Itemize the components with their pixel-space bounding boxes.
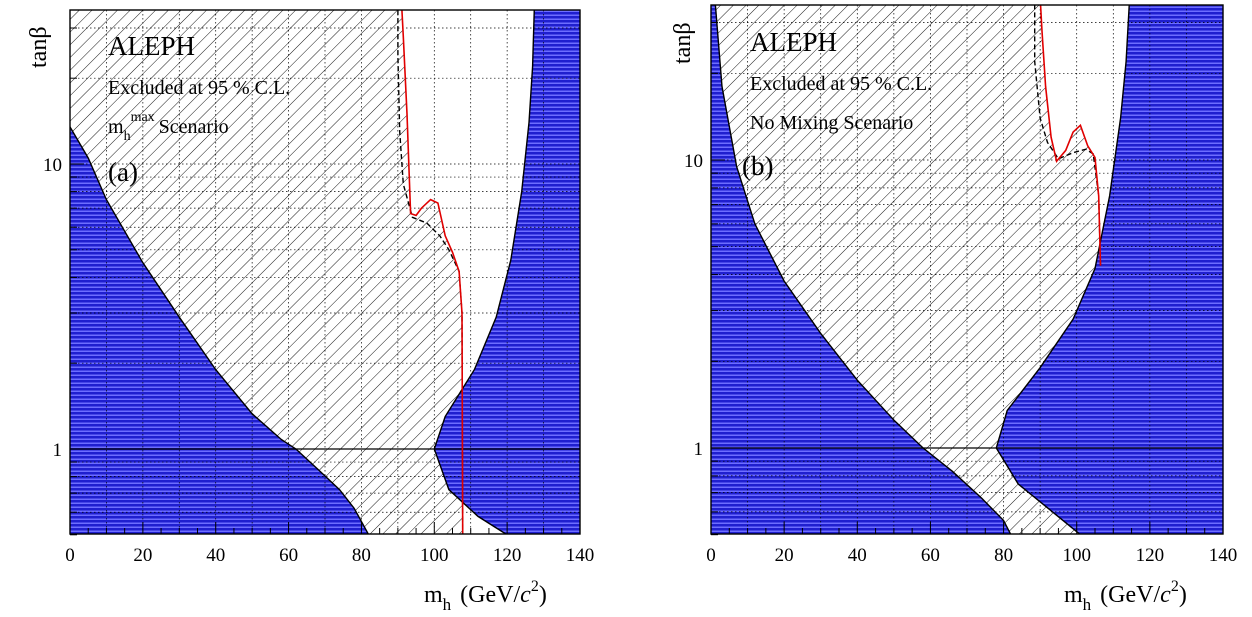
y-axis-title: tanβ — [26, 26, 52, 68]
x-tick-label: 0 — [65, 545, 75, 566]
panel-tag: (a) — [108, 157, 138, 187]
x-tick-labels: 0 20 40 60 80 100 120 140 — [65, 545, 594, 566]
axis-ticks — [69, 27, 581, 536]
panel-b: 0 20 40 60 80 100 120 140 1 10 ALEPH Excluded at… — [670, 4, 1237, 614]
y-tick-label: 10 — [684, 151, 703, 172]
y-tick-labels: 1 10 — [43, 155, 62, 461]
scenario-label: No Mixing Scenario — [750, 112, 913, 134]
x-tick-label: 20 — [133, 545, 152, 566]
theoretically-excluded-left-region — [711, 5, 1011, 534]
panel-tag: (b) — [742, 151, 773, 181]
exclusion-note: Excluded at 95 % C.L. — [108, 77, 290, 99]
panel-a: 0 20 40 60 80 100 120 140 1 10 ALEPH Excluded at… — [26, 9, 594, 614]
allowed-region — [401, 10, 535, 534]
observed-limit-line — [401, 10, 464, 534]
axis-ticks — [710, 22, 1224, 536]
x-tick-label: 140 — [1209, 545, 1238, 566]
x-tick-label: 100 — [1062, 545, 1091, 566]
exclusion-note: Excluded at 95 % C.L. — [750, 73, 932, 95]
theory-right-boundary — [995, 5, 1130, 534]
theory-right-boundary — [433, 10, 535, 534]
experiment-label: ALEPH — [750, 27, 837, 57]
x-tick-label: 80 — [994, 545, 1013, 566]
x-tick-label: 120 — [493, 545, 522, 566]
x-tick-label: 40 — [206, 545, 225, 566]
x-tick-label: 60 — [279, 545, 298, 566]
theory-left-boundary — [70, 126, 370, 534]
theory-left-boundary — [714, 5, 1012, 534]
y-tick-label: 1 — [694, 439, 704, 460]
x-tick-labels: 0 20 40 60 80 100 120 140 — [706, 545, 1237, 566]
y-tick-label: 10 — [43, 155, 62, 176]
x-tick-label: 120 — [1136, 545, 1165, 566]
y-axis-title: tanβ — [670, 22, 696, 64]
y-tick-labels: 1 10 — [684, 151, 703, 460]
x-axis-title: mh (GeV/c2) — [1064, 578, 1187, 614]
x-axis-title: mh (GeV/c2) — [424, 578, 547, 614]
x-tick-label: 20 — [775, 545, 794, 566]
theoretically-excluded-right-region — [996, 5, 1223, 534]
x-tick-label: 140 — [566, 545, 595, 566]
scenario-label: mhmax Scenario — [108, 110, 229, 144]
x-tick-label: 60 — [921, 545, 940, 566]
y-tick-label: 1 — [53, 440, 63, 461]
x-tick-label: 40 — [848, 545, 867, 566]
x-tick-label: 0 — [706, 545, 716, 566]
theoretically-excluded-left-region — [70, 126, 369, 534]
grid-lines — [711, 5, 1223, 534]
experiment-label: ALEPH — [108, 31, 195, 61]
observed-limit-line — [1039, 5, 1102, 266]
x-tick-label: 100 — [420, 545, 449, 566]
x-tick-label: 80 — [352, 545, 371, 566]
